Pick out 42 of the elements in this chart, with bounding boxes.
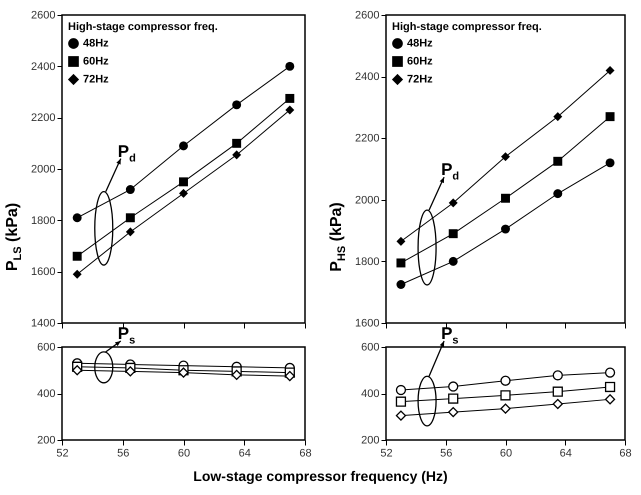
legend-label: 72Hz — [407, 74, 434, 86]
y-tick-label: 1800 — [355, 256, 380, 268]
x-tick-label: 64 — [560, 448, 572, 460]
x-tick-label: 68 — [299, 448, 312, 460]
legend-label: 48Hz — [407, 38, 434, 50]
text: P$_{s}$ — [441, 324, 459, 348]
y-tick-label: 2600 — [31, 10, 56, 22]
y-tick-label: 2200 — [355, 132, 380, 145]
x-tick-label: 56 — [117, 448, 130, 460]
x-tick-label: 52 — [56, 448, 69, 460]
x-tick-label: 68 — [619, 448, 632, 460]
y-tick-label: 400 — [37, 388, 56, 400]
x-tick-label: 60 — [500, 448, 512, 460]
y-tick-label: 1600 — [355, 318, 380, 330]
y-tick-label: 600 — [37, 342, 56, 354]
legend-label: 48Hz — [83, 38, 110, 50]
legend-label: 72Hz — [83, 74, 110, 86]
x-axis-title: Low-stage compressor frequency (Hz) — [192, 468, 449, 484]
y-tick-label: 2000 — [355, 194, 380, 206]
y-tick-label: 400 — [361, 388, 380, 400]
x-tick-label: 60 — [178, 448, 190, 460]
x-tick-label: 56 — [440, 448, 452, 460]
x-tick-label: 64 — [238, 448, 251, 460]
legend-label: 60Hz — [407, 56, 434, 68]
y-tick-label: 600 — [361, 342, 380, 354]
text: P$_{s}$ — [118, 324, 136, 348]
y-tick-label: 200 — [37, 434, 56, 446]
y-tick-label: 2400 — [31, 60, 56, 73]
y-tick-label: 2200 — [31, 112, 56, 124]
y-tick-label: 2000 — [31, 164, 56, 176]
legend-title: High-stage compressor freq. — [392, 21, 542, 33]
y-tick-label: 200 — [361, 434, 380, 446]
x-tick-label: 52 — [380, 448, 393, 460]
y-tick-label: 1800 — [31, 214, 56, 227]
y-tick-label: 2600 — [355, 10, 380, 22]
annotation: P$_{d}$ — [118, 142, 136, 166]
annotation: P$_{d}$ — [441, 160, 460, 185]
legend-label: 60Hz — [83, 56, 110, 68]
y-tick-label: 2400 — [355, 71, 380, 84]
y-tick-label: 1600 — [31, 266, 56, 278]
y-tick-label: 1400 — [31, 318, 56, 330]
legend-title: High-stage compressor freq. — [68, 21, 218, 33]
